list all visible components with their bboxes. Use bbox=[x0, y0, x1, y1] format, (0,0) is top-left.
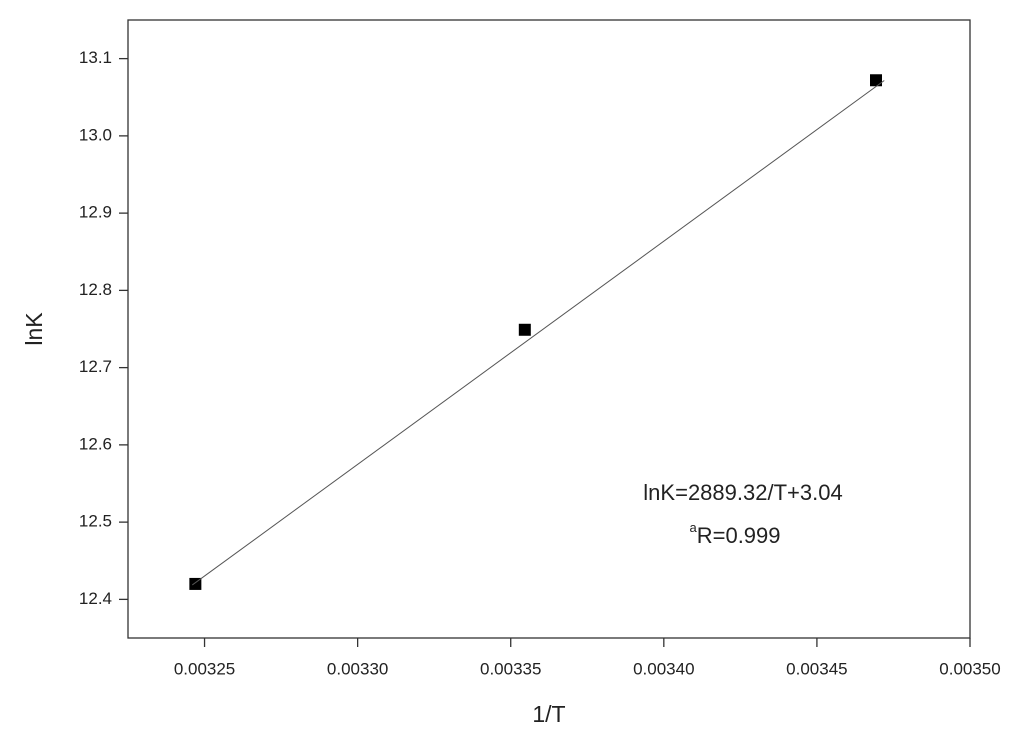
plot-frame bbox=[127, 19, 971, 639]
x-tick-label: 0.00335 bbox=[480, 659, 541, 678]
data-point bbox=[870, 74, 883, 87]
y-tick-label: 12.9 bbox=[79, 203, 112, 222]
r-text: R=0.999 bbox=[697, 523, 781, 548]
equation: lnK=2889.32/T+3.04 bbox=[643, 480, 842, 505]
y-tick-label: 13.0 bbox=[79, 125, 112, 144]
y-tick-label: 12.7 bbox=[79, 357, 112, 376]
superscript: a bbox=[689, 520, 697, 535]
x-tick-label: 0.00345 bbox=[786, 659, 847, 678]
fit-line bbox=[192, 80, 885, 586]
x-tick-label: 0.00350 bbox=[939, 659, 1000, 678]
y-tick-label: 12.6 bbox=[79, 434, 112, 453]
x-axis-title: 1/T bbox=[532, 701, 565, 727]
x-tick-label: 0.00325 bbox=[174, 659, 235, 678]
data-point bbox=[518, 323, 531, 336]
y-axis-title: lnK bbox=[21, 312, 47, 346]
y-tick-label: 12.5 bbox=[79, 512, 112, 531]
x-tick-label: 0.00330 bbox=[327, 659, 388, 678]
x-tick-label: 0.00340 bbox=[633, 659, 694, 678]
y-tick-label: 13.1 bbox=[79, 48, 112, 67]
y-tick-label: 12.8 bbox=[79, 280, 112, 299]
y-tick-label: 12.4 bbox=[79, 589, 112, 608]
r-value: aR=0.999 bbox=[689, 520, 780, 547]
